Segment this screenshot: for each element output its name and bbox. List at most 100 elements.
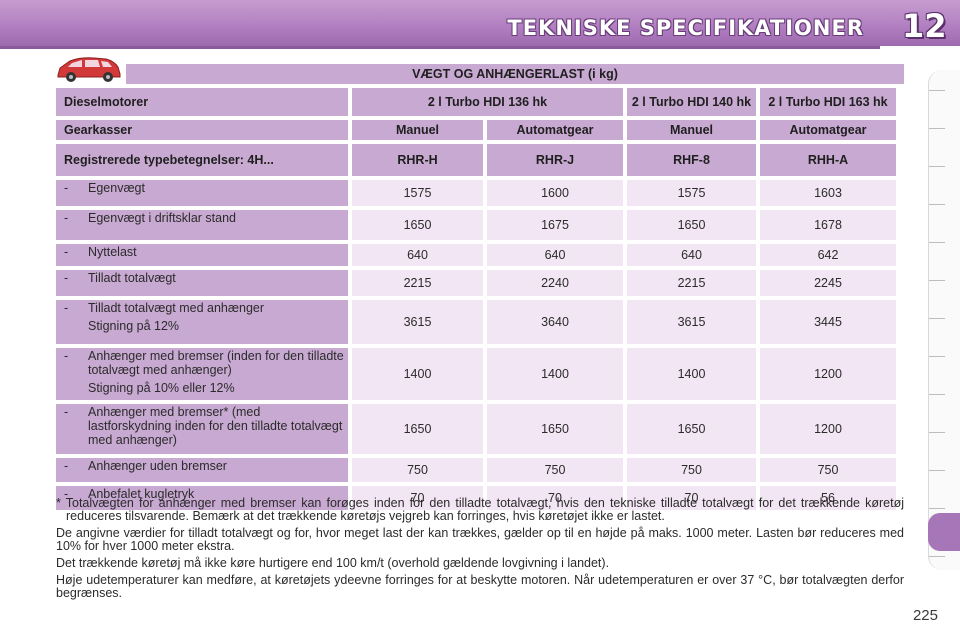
row-label-cell: - Tilladt totalvægt med anhænger Stigning … [56,300,348,344]
sidebar-tick [929,432,945,433]
value-cell: 1575 [352,180,483,206]
value-cell: 640 [352,244,483,266]
footnote-speed: Det trækkende køretøj må ikke køre hurti… [56,556,610,570]
sidebar-tick [929,508,945,509]
table-row: - Egenvægt 1575 1600 1575 1603 [56,180,896,206]
section-title: VÆGT OG ANHÆNGERLAST (i kg) [126,64,904,84]
row-label-cell: - Anhænger uden bremser [56,458,348,482]
type-cell: RHF-8 [627,144,756,176]
value-cell: 1400 [352,348,483,400]
value-cell: 750 [760,458,896,482]
table-row: - Tilladt totalvægt 2215 2240 2215 2245 [56,270,896,296]
sidebar-tick [929,128,945,129]
bullet-dash: - [64,405,69,419]
header-underline [0,46,880,49]
bullet-dash: - [64,211,69,225]
table-row: - Anhænger uden bremser 750 750 750 750 [56,458,896,482]
row-label: Anhænger uden bremser [88,459,227,473]
value-cell: 640 [627,244,756,266]
value-cell: 1650 [487,404,623,454]
row-label-text: Anhænger med bremser* (med lastforskydni… [88,405,347,447]
value-cell: 1400 [627,348,756,400]
row-label-cell: - Nyttelast [56,244,348,266]
row-label-cell: - Tilladt totalvægt [56,270,348,296]
value-cell: 70 [487,486,623,510]
value-cell: 3615 [627,300,756,344]
value-cell: 1600 [487,180,623,206]
sidebar-tick [929,556,945,557]
value-cell: 3445 [760,300,896,344]
bullet-dash: - [64,487,69,501]
value-cell: 1200 [760,348,896,400]
page-number: 225 [912,607,938,624]
table-row: - Egenvægt i driftsklar stand 1650 1675 1650… [56,210,896,240]
table-row: - Anhænger med bremser (inden for den til… [56,348,896,400]
sidebar-tick [929,166,945,167]
value-cell: 1603 [760,180,896,206]
type-cell: RHH-A [760,144,896,176]
value-cell: 2240 [487,270,623,296]
row-label: Nyttelast [88,245,137,259]
bullet-dash: - [64,459,69,473]
value-cell: 3615 [352,300,483,344]
row-sublabel: Stigning på 10% eller 12% [88,381,235,395]
type-cell: RHR-H [352,144,483,176]
footnotes: * Totalvægten for anhænger med bremser k… [56,497,904,604]
value-cell: 1400 [487,348,623,400]
value-cell: 750 [627,458,756,482]
engine-row: Dieselmotorer 2 l Turbo HDI 136 hk 2 l T… [56,88,896,116]
row-label-text: Anbefalet kugletryk [88,487,194,501]
bullet-dash: - [64,349,69,363]
gearbox-row: Gearkasser Manuel Automatgear Manuel Aut… [56,120,896,140]
engine-cell: 2 l Turbo HDI 136 hk [352,88,623,116]
sidebar-tick [929,242,945,243]
row-label-cell: - Anhænger med bremser (inden for den til… [56,348,348,400]
type-cell: RHR-J [487,144,623,176]
engine-cell: 2 l Turbo HDI 140 hk [627,88,756,116]
footnote-altitude: De angivne værdier for tilladt totalvægt… [56,526,904,553]
value-cell: 1650 [627,210,756,240]
sidebar-tick [929,204,945,205]
value-cell: 1675 [487,210,623,240]
value-cell: 1200 [760,404,896,454]
value-cell: 1575 [627,180,756,206]
engine-cell: 2 l Turbo HDI 163 hk [760,88,896,116]
value-cell: 1650 [627,404,756,454]
sidebar-tick [929,356,945,357]
value-cell: 2215 [352,270,483,296]
gearbox-cell: Manuel [627,120,756,140]
row-label-cell: - Egenvægt i driftsklar stand [56,210,348,240]
row-label: Egenvægt [88,181,145,195]
row-label-text: Egenvægt i driftsklar stand [88,211,236,225]
bullet-dash: - [64,181,69,195]
bullet-dash: - [64,245,69,259]
row-label-text: Tilladt totalvægt [88,271,176,285]
table-row: - Tilladt totalvægt med anhænger Stigning … [56,300,896,344]
row-label-cell: - Anbefalet kugletryk [56,486,348,510]
sidebar-tick [929,394,945,395]
table-row: - Anbefalet kugletryk 70 70 70 56 [56,486,896,510]
value-cell: 3640 [487,300,623,344]
gearbox-cell: Manuel [352,120,483,140]
value-cell: 640 [487,244,623,266]
row-label-text: Egenvægt [88,181,145,195]
sidebar-tick [929,280,945,281]
row-label: Anhænger med bremser (inden for den till… [88,349,344,377]
value-cell: 750 [352,458,483,482]
footnote-temperature: Høje udetemperaturer kan medføre, at kør… [56,573,904,600]
row-label-text: Anhænger uden bremser [88,459,227,473]
sidebar-tick [929,90,945,91]
chapter-sidebar [928,70,960,570]
bullet-dash: - [64,271,69,285]
value-cell: 70 [352,486,483,510]
value-cell: 1650 [352,210,483,240]
chapter-tab-active[interactable] [928,513,960,551]
gearbox-cell: Automatgear [760,120,896,140]
table-row: - Nyttelast 640 640 640 642 [56,244,896,266]
type-label: Registrerede typebetegnelser: 4H... [56,144,348,176]
table-row: - Anhænger med bremser* (med lastforskydn… [56,404,896,454]
row-label: Tilladt totalvægt med anhænger [88,301,265,315]
row-label: Anhænger med bremser* (med lastforskydni… [88,405,343,447]
value-cell: 1650 [352,404,483,454]
value-cell: 642 [760,244,896,266]
